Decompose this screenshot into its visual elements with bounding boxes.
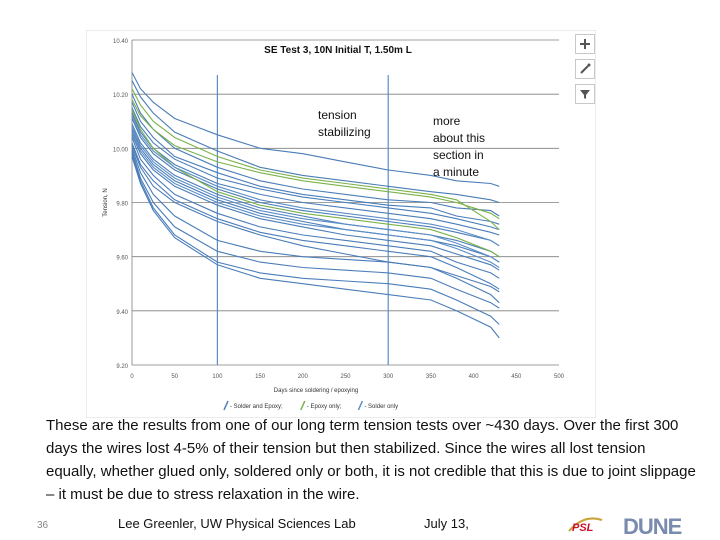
x-tick-label: 500	[554, 374, 565, 380]
x-tick-label: 450	[511, 374, 522, 380]
tension-chart: 10.40 10.20 10.00 9.80 9.60 9.40 9.200 50 100 150…	[86, 30, 596, 418]
series-line	[131, 156, 500, 339]
x-tick-label: 50	[171, 374, 178, 380]
series-line	[131, 99, 500, 220]
caption-text: These are the results from one of our lo…	[46, 417, 696, 503]
y-tick-label: 9.40	[116, 310, 128, 316]
series-line	[131, 142, 500, 290]
y-tick-label: 10.00	[113, 147, 129, 153]
dune-logo-text: DUNE	[623, 514, 682, 539]
series-line	[131, 107, 500, 231]
x-axis-title: Days since soldering / epoxying	[274, 388, 358, 394]
series-line	[131, 110, 500, 258]
series-line	[131, 145, 500, 304]
series-line	[131, 134, 500, 271]
series-line	[131, 129, 500, 263]
x-tick-label: 0	[130, 374, 134, 380]
legend-swatch	[300, 400, 306, 411]
legend-swatch	[357, 400, 364, 411]
y-tick-label: 9.60	[116, 256, 128, 262]
x-tick-label: 350	[426, 374, 437, 380]
chart-area: 10.40 10.20 10.00 9.80 9.60 9.40 9.20 0 50 100 150…	[86, 30, 596, 418]
legend-label: - Epoxy only;	[307, 404, 342, 410]
chart-title: SE Test 3, 10N Initial T, 1.50m L	[264, 45, 412, 56]
series-line	[131, 131, 500, 268]
series-line	[131, 88, 500, 230]
chart-elements-button[interactable]	[575, 34, 595, 54]
y-tick-label: 9.20	[116, 364, 128, 370]
brush-icon	[580, 63, 591, 74]
x-tick-label: 250	[340, 374, 351, 380]
x-tick-label: 200	[298, 374, 309, 380]
legend-label: - Solder and Epoxy;	[230, 404, 283, 410]
series-line	[131, 72, 500, 187]
series-line	[131, 150, 500, 309]
annotation-more-about-section: more about this section in a minute	[433, 114, 486, 179]
x-tick-label: 400	[469, 374, 480, 380]
series-line	[131, 137, 500, 279]
footer-author: Lee Greenler, UW Physical Sciences Lab	[118, 516, 356, 531]
legend-label: - Solder only	[364, 404, 398, 410]
legend-swatch	[223, 400, 229, 411]
series-line	[131, 118, 500, 247]
x-tick-label: 100	[212, 374, 223, 380]
dune-logo: DUNE	[623, 514, 682, 539]
plus-icon	[580, 39, 590, 49]
x-tick-label: 150	[255, 374, 266, 380]
series-line	[131, 80, 500, 204]
psl-logo: PSL	[568, 517, 603, 534]
y-tick-label: 10.20	[113, 93, 129, 99]
series-line	[131, 148, 500, 293]
series-line	[131, 153, 500, 325]
psl-logo-text: PSL	[572, 522, 594, 534]
footer-date: July 13,	[424, 516, 469, 531]
y-axis-title: Tension, N	[103, 188, 109, 216]
slide-number: 36	[37, 520, 49, 531]
x-tick-label: 300	[383, 374, 394, 380]
series-line	[131, 115, 500, 247]
y-tick-label: 10.40	[113, 39, 129, 45]
chart-filters-button[interactable]	[575, 84, 595, 104]
filter-icon	[580, 90, 590, 99]
series-line	[131, 126, 500, 263]
series-line	[131, 102, 500, 225]
annotation-tension-stabilizing: tension stabilizing	[318, 108, 371, 139]
y-tick-label: 9.80	[116, 202, 128, 208]
chart-styles-button[interactable]	[575, 59, 595, 79]
series-line	[131, 123, 500, 258]
